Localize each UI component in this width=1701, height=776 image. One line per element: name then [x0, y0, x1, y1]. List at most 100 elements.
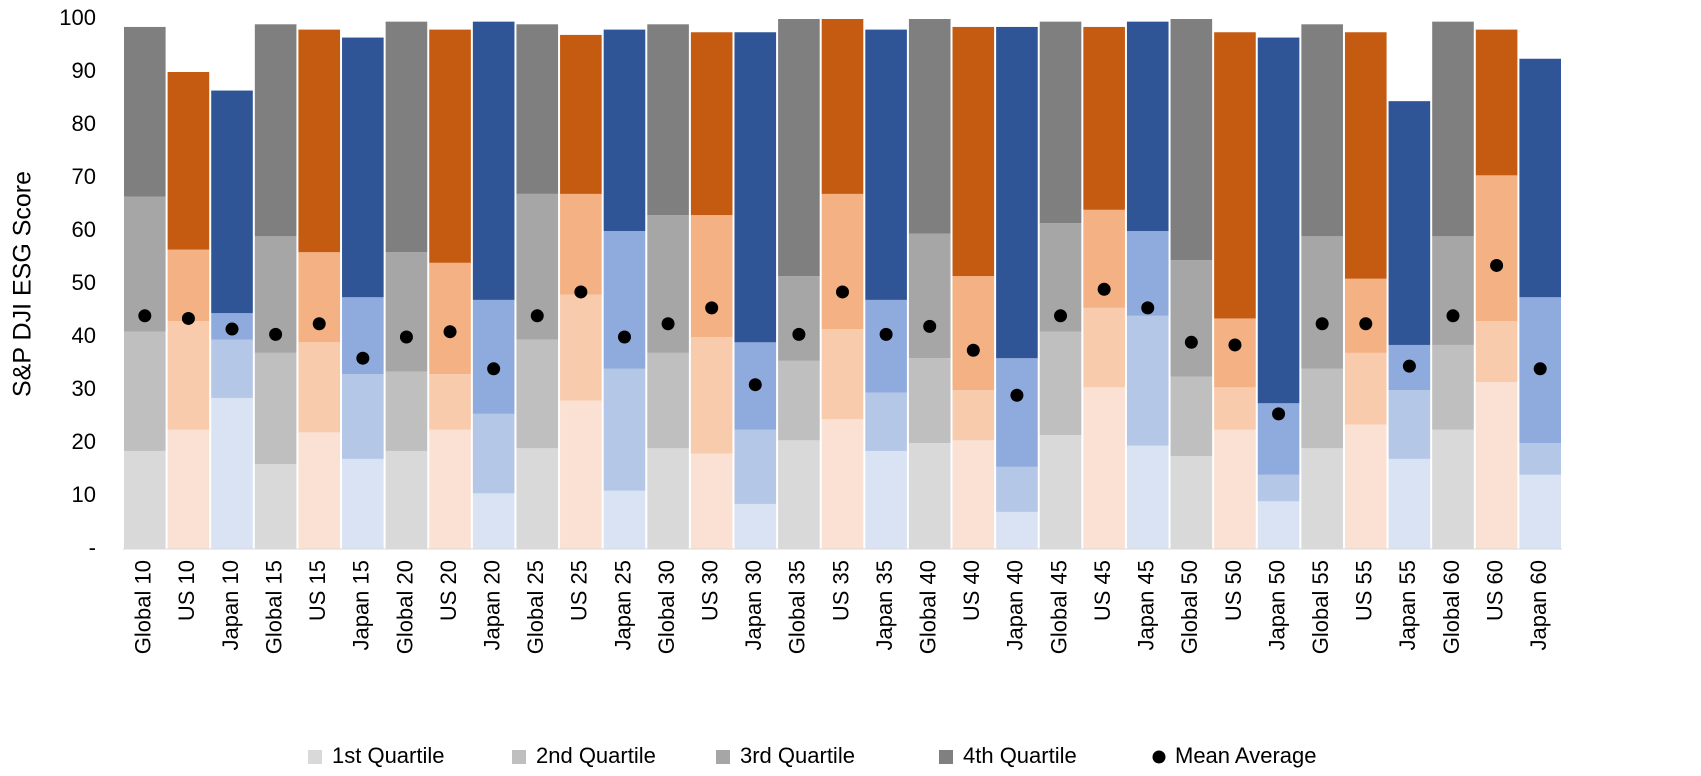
- bar-segment: [124, 331, 166, 451]
- bar-segment: [821, 329, 864, 420]
- x-tick-label: Global 60: [1439, 560, 1464, 654]
- x-tick-label: Global 45: [1046, 560, 1071, 654]
- bar-segment: [1126, 315, 1169, 446]
- bar-segment: [1257, 474, 1300, 502]
- x-tick-label: Global 50: [1177, 560, 1202, 654]
- x-tick-label: US 40: [959, 560, 984, 621]
- bar-segment: [124, 26, 166, 197]
- bar-segment: [298, 29, 341, 253]
- bar-segment: [560, 193, 602, 295]
- legend-marker: [512, 750, 526, 764]
- bar-segment: [211, 397, 253, 549]
- bar-segment: [778, 19, 820, 277]
- bar-segment: [1301, 368, 1343, 449]
- y-tick-label: 40: [72, 323, 96, 348]
- bar-segment: [996, 511, 1038, 549]
- bar-segment: [516, 339, 559, 449]
- bar-segment: [254, 464, 297, 549]
- x-tick-label: Global 20: [392, 560, 417, 654]
- bar-segment: [647, 352, 689, 449]
- bar-segment: [1432, 429, 1474, 549]
- bar-segment: [1519, 474, 1561, 549]
- bar-segment: [647, 448, 689, 549]
- bar-segment: [167, 72, 210, 250]
- bar-segment: [1257, 501, 1300, 549]
- bar-segment: [298, 432, 341, 549]
- mean-dot: [225, 322, 239, 336]
- bar-segment: [1388, 101, 1431, 345]
- y-tick-label: 20: [72, 429, 96, 454]
- mean-dot: [1054, 309, 1068, 323]
- x-tick-label: Global 30: [654, 560, 679, 654]
- mean-dot: [1184, 335, 1198, 349]
- x-tick-label: US 35: [828, 560, 853, 621]
- y-tick-label: 50: [72, 270, 96, 295]
- bar-segment: [1475, 321, 1518, 383]
- bar-segment: [821, 193, 864, 330]
- x-tick-label: US 55: [1352, 560, 1377, 621]
- bar-segment: [167, 429, 210, 549]
- bar-segment: [647, 215, 689, 353]
- bar-segment: [472, 21, 515, 300]
- bar-segment: [385, 21, 428, 253]
- bar-segment: [1214, 387, 1256, 430]
- bar-segment: [1344, 424, 1387, 549]
- bar-segment: [952, 440, 995, 549]
- bar-segment: [996, 466, 1038, 512]
- bar-segment: [1301, 236, 1343, 369]
- legend-marker: [308, 750, 322, 764]
- bar-segment: [342, 458, 384, 549]
- x-tick-label: Japan 25: [610, 560, 635, 651]
- mean-dot: [705, 301, 719, 315]
- bar-segment: [996, 358, 1038, 467]
- bar-segment: [1083, 307, 1125, 388]
- bar-segment: [865, 299, 907, 393]
- x-tick-label: Japan 20: [479, 560, 504, 651]
- mean-dot: [836, 285, 849, 299]
- bar-segment: [908, 19, 951, 234]
- x-tick-label: US 60: [1482, 560, 1507, 621]
- x-tick-label: Japan 15: [349, 560, 374, 651]
- bar-segment: [734, 429, 777, 504]
- bar-segment: [908, 358, 951, 443]
- x-tick-label: US 50: [1221, 560, 1246, 621]
- bar-segment: [516, 24, 559, 194]
- y-tick-label: 70: [72, 164, 96, 189]
- bar-segment: [865, 450, 907, 549]
- bar-segment: [1170, 376, 1213, 457]
- bar-segment: [778, 440, 820, 549]
- x-tick-label: Global 55: [1308, 560, 1333, 654]
- bar-segment: [472, 493, 515, 549]
- bar-segment: [1519, 58, 1561, 298]
- bar-segment: [1170, 456, 1213, 549]
- bar-segment: [1170, 260, 1213, 377]
- mean-dot: [792, 327, 806, 341]
- bar-segment: [1170, 19, 1213, 261]
- bar-segment: [254, 352, 297, 465]
- x-tick-label: US 10: [174, 560, 199, 621]
- bar-segment: [516, 448, 559, 549]
- bar-segment: [690, 453, 733, 549]
- y-axis-label: S&P DJI ESG Score: [9, 171, 37, 397]
- mean-dot: [487, 362, 501, 376]
- legend-marker: [1152, 750, 1166, 764]
- mean-dot: [1490, 258, 1504, 272]
- bar-segment: [778, 276, 820, 361]
- x-tick-label: Japan 10: [218, 560, 243, 651]
- x-tick-label: Japan 35: [872, 560, 897, 651]
- x-tick-label: Japan 50: [1264, 560, 1289, 651]
- bar-segment: [1039, 435, 1082, 549]
- y-tick-label: -: [89, 535, 96, 560]
- bar-segment: [385, 371, 428, 451]
- bar-segment: [603, 490, 646, 549]
- x-tick-label: Global 10: [131, 560, 156, 654]
- bar-segment: [124, 196, 166, 332]
- bar-segment: [472, 413, 515, 494]
- y-tick-label: 60: [72, 217, 96, 242]
- bar-segment: [1475, 29, 1518, 176]
- x-tick-label: Japan 40: [1003, 560, 1028, 651]
- bar-segment: [778, 360, 820, 441]
- bar-segment: [1432, 21, 1474, 237]
- bar-segment: [690, 337, 733, 454]
